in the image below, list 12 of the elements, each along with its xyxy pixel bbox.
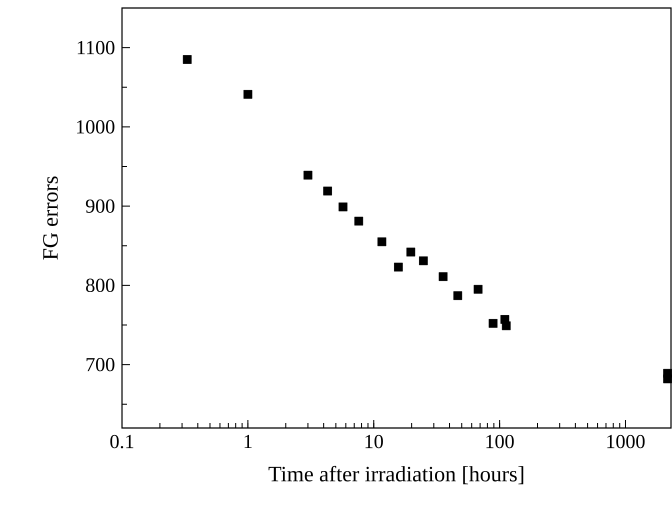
- y-tick-label: 700: [86, 358, 114, 372]
- y-tick-label: 1000: [77, 120, 114, 134]
- y-tick-label: 800: [86, 278, 114, 292]
- y-axis-title: FG errors: [43, 176, 58, 260]
- y-tick-label: 900: [86, 199, 114, 213]
- x-tick-label: 1: [244, 434, 252, 448]
- x-tick-label: 10: [366, 434, 383, 448]
- x-axis-title: Time after irradiation [hours]: [268, 466, 524, 484]
- x-tick-label: 1000: [607, 434, 645, 448]
- y-tick-label: 1100: [78, 40, 114, 54]
- x-tick-label: 100: [486, 434, 514, 448]
- x-tick-label: 0.1: [110, 434, 134, 448]
